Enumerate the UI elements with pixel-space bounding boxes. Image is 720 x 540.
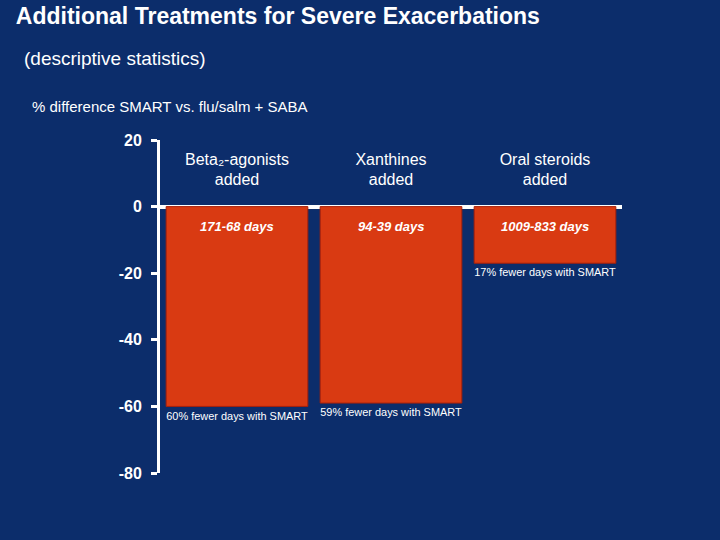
svg-text:20: 20 (124, 132, 142, 149)
svg-text:(descriptive statistics): (descriptive statistics) (24, 48, 206, 69)
svg-text:171-68 days: 171-68 days (200, 219, 274, 234)
svg-text:17% fewer days with SMART: 17% fewer days with SMART (474, 266, 616, 278)
svg-text:-60: -60 (119, 398, 142, 415)
svg-text:94-39 days: 94-39 days (358, 219, 425, 234)
svg-text:0: 0 (133, 198, 142, 215)
svg-text:-20: -20 (119, 265, 142, 282)
svg-text:59% fewer days with SMART: 59% fewer days with SMART (320, 406, 462, 418)
svg-text:Beta₂-agonistsadded: Beta₂-agonistsadded (185, 151, 289, 189)
svg-text:-80: -80 (119, 465, 142, 482)
svg-text:Xanthinesadded: Xanthinesadded (355, 151, 426, 189)
svg-text:-40: -40 (119, 331, 142, 348)
svg-text:1009-833 days: 1009-833 days (501, 219, 589, 234)
svg-text:60% fewer days with SMART: 60% fewer days with SMART (166, 410, 308, 422)
svg-text:% difference SMART vs. flu/sal: % difference SMART vs. flu/salm + SABA (32, 98, 308, 115)
svg-text:Additional Treatments for Seve: Additional Treatments for Severe Exacerb… (16, 3, 540, 29)
svg-text:Oral steroidsadded: Oral steroidsadded (500, 151, 591, 189)
